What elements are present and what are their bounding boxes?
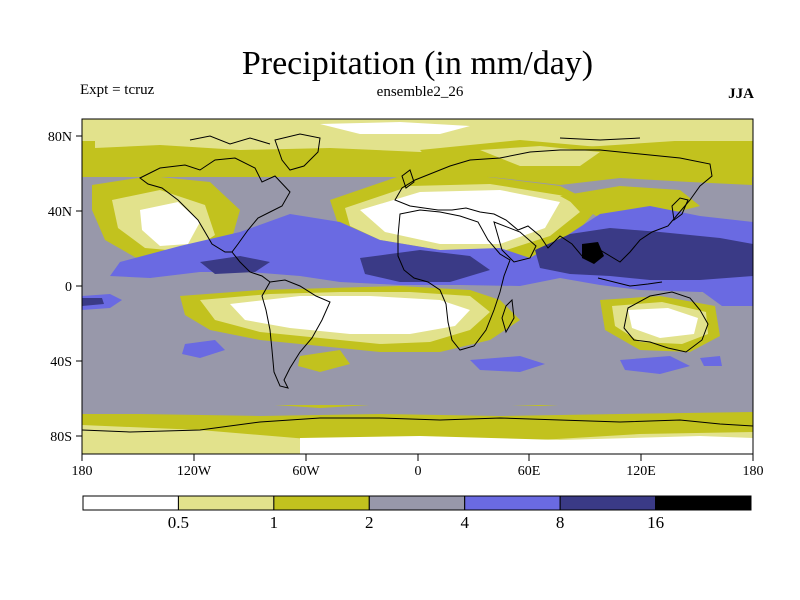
lat-label: 80S [50, 430, 72, 445]
colorbar-swatch [82, 495, 179, 511]
colorbar-label: 4 [460, 513, 469, 532]
coastline-eurasia [394, 149, 713, 263]
precip-band-na-dry [140, 202, 200, 246]
colorbar-label: 8 [556, 513, 565, 532]
precip-band-siberia-0p5 [480, 146, 600, 166]
precip-band-so-1-2-a [298, 350, 350, 372]
precip-band-southern-4-8 [82, 400, 753, 416]
coastline-madagascar [501, 298, 515, 334]
coastline-arctic-islands [189, 135, 641, 145]
lon-label: 180 [743, 464, 764, 479]
coastline-greenland [274, 133, 321, 171]
coastline-central-america [231, 251, 271, 283]
precipitation-field [82, 119, 753, 454]
precip-band-arctic-white [320, 122, 470, 134]
precip-band-east-pacific-8-16 [82, 298, 104, 306]
coastline-south-america [261, 279, 331, 389]
colorbar-swatch [655, 495, 752, 511]
lon-label: 60E [518, 464, 541, 479]
colorbar-label: 0.5 [168, 513, 189, 532]
coastline-japan [671, 197, 689, 221]
coastline-australia [623, 291, 709, 353]
lat-label: 80N [48, 130, 72, 145]
coastlines [82, 133, 753, 433]
map-title: Precipitation (in mm/day) [241, 45, 594, 82]
lon-label: 60W [292, 464, 320, 479]
precip-band-so-4-8-b [470, 356, 545, 372]
precip-band-arctic-dry [95, 122, 752, 152]
longitude-labels: 180 120W 60W 0 60E 120E 180 [72, 464, 764, 479]
precip-band-aus-dry [628, 308, 698, 338]
experiment-label: Expt = tcruz [80, 82, 155, 98]
coastline-north-america [139, 157, 291, 253]
coastline-antarctica [82, 417, 753, 433]
precip-band-antarctic-white [300, 436, 753, 454]
precip-band-ssub-dry [230, 296, 470, 334]
precip-band-west-pacific-4-8 [700, 288, 753, 306]
coastline-indonesia [597, 277, 663, 287]
precip-band-so-4-8-d [700, 356, 722, 366]
lat-label: 0 [65, 280, 72, 295]
precip-band-above-16 [582, 242, 604, 264]
colorbar-label: 2 [365, 513, 374, 532]
colorbar-swatch [368, 495, 466, 511]
precip-band-sahara-dry [360, 190, 560, 244]
coastline-uk [401, 169, 415, 189]
colorbar-swatch [559, 495, 657, 511]
latitude-labels: 80N 40N 0 40S 80S [48, 130, 72, 445]
precip-band-tropics-8-16-pacific [200, 256, 270, 274]
colorbar-swatch [177, 495, 275, 511]
colorbar-label: 16 [647, 513, 664, 532]
colorbar-swatch [464, 495, 561, 511]
lon-label: 180 [72, 464, 93, 479]
precip-band-tropics-8-16-atlantic [360, 250, 490, 282]
colorbar-swatch [273, 495, 370, 511]
colorbar: 0.5 1 2 4 8 16 [82, 495, 752, 532]
lon-label: 120E [626, 464, 656, 479]
axis-ticks [76, 135, 754, 461]
lon-label: 120W [177, 464, 212, 479]
season-label: JJA [728, 86, 754, 102]
lat-label: 40N [48, 205, 72, 220]
coastline-africa [397, 209, 511, 351]
precip-band-tropics-8-16-asia [535, 228, 753, 280]
colorbar-label: 1 [270, 513, 279, 532]
coastline-arabia [493, 221, 537, 263]
lat-label: 40S [50, 355, 72, 370]
lon-label: 0 [415, 464, 422, 479]
precip-band-so-4-8-c [620, 356, 690, 374]
precip-band-so-4-8-a [182, 340, 225, 358]
ensemble-label: ensemble2_26 [376, 84, 464, 100]
